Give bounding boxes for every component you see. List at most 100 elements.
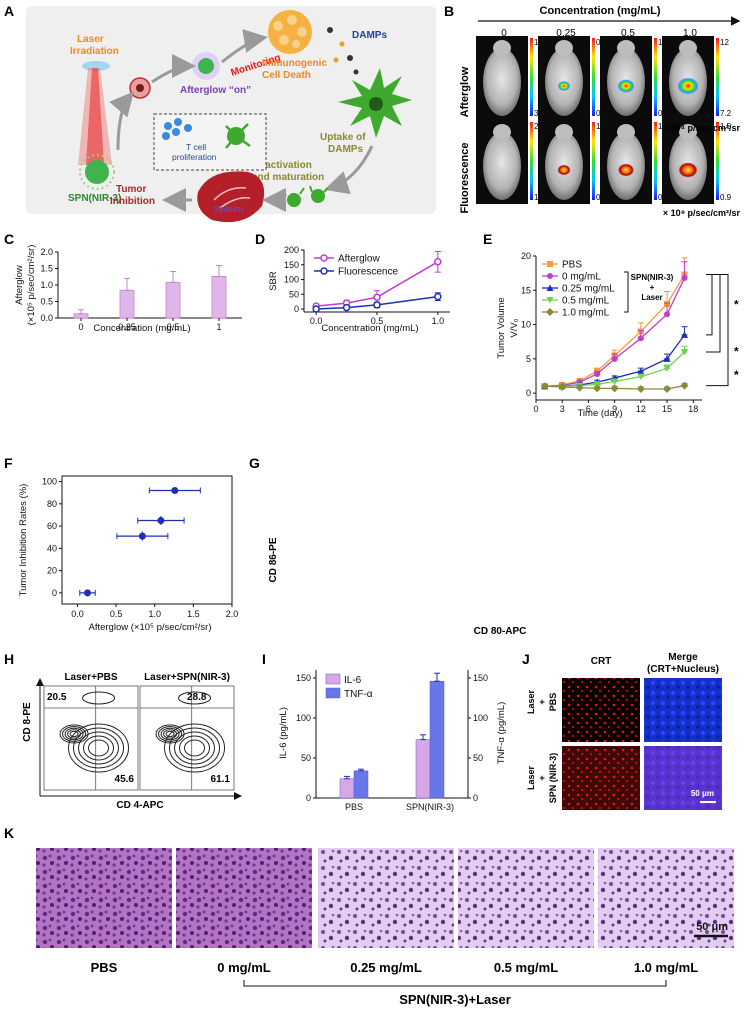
scale-top-value: 12 (720, 38, 729, 47)
k-label-pbs: PBS (91, 960, 118, 975)
panel-h: H Laser+PBS 20.5 45.6 Laser+SPN(NIR-3) 28.8 6… (4, 651, 242, 811)
flow-h-contour (88, 739, 110, 757)
chart-f-point (84, 589, 91, 597)
histology-025 (318, 848, 454, 948)
chart-e-ytick-label: 20 (521, 251, 531, 261)
chart-e-point (681, 274, 688, 281)
chart-d-legend-marker (320, 254, 328, 262)
chart-e-point (663, 365, 671, 372)
chart-i-legend-label: IL-6 (344, 675, 362, 686)
chart-f-xtick-label: 0.0 (71, 609, 84, 619)
chart-i-ylabel-right: TNF-α (pg/mL) (496, 702, 507, 765)
chart-i-ytick-label: 150 (296, 673, 311, 683)
dc-label-1: DC activation (248, 160, 312, 171)
tcell-label-1: T cell (186, 142, 206, 152)
chart-e-legend-marker (546, 297, 554, 304)
chart-e-sig-bracket (706, 274, 713, 336)
icd-label-1: Immunogenic (262, 58, 327, 69)
chart-i-bar (353, 770, 369, 799)
chart-f: 0 20 40 60 80 100 0.0 0.5 1.0 1.5 2.0 (42, 475, 238, 619)
chart-c-xtick-label: 1 (216, 322, 221, 332)
chart-e-point (681, 331, 689, 338)
chart-d-point (373, 293, 381, 301)
chart-i-ytick-label: 50 (301, 753, 311, 763)
chart-e-ytick-label: 0 (526, 388, 531, 398)
chart-d-ytick-label: 50 (289, 289, 299, 299)
chart-e-point (637, 373, 645, 381)
k-label-0: 0 mg/mL (217, 960, 271, 975)
chart-e-sig-bracket (706, 274, 721, 353)
chart-e-point (610, 384, 619, 393)
merge-spn-overlay (644, 746, 722, 810)
chart-e-point (540, 382, 549, 391)
flow-cytometry-h: Laser+PBS 20.5 45.6 Laser+SPN(NIR-3) 28.8 61.… (36, 672, 242, 800)
signal-spot (557, 164, 571, 176)
chart-d-ytick-label: 100 (284, 275, 299, 285)
afterglow-row-label: Afterglow (459, 66, 471, 117)
scale-bottom-value: 7.2 (720, 109, 732, 118)
mouse-head (493, 124, 511, 140)
chart-e-legend-label: 1.0 mg/mL (562, 308, 610, 319)
chart-f-point (171, 486, 179, 494)
tumor-label-1: Tumor (116, 184, 146, 195)
chart-d-point (434, 258, 442, 266)
chart-e-point (594, 370, 601, 377)
chart-d-series-line (316, 295, 438, 310)
chart-d-point (434, 292, 442, 301)
chart-e-point (663, 355, 671, 362)
color-scale-bar (530, 122, 533, 200)
cd86-ylabel: CD 86-PE (268, 537, 279, 582)
flow-h-contour (83, 735, 115, 761)
chart-i-bar (429, 680, 445, 799)
mouse-body (483, 48, 521, 116)
signal-spot (557, 81, 571, 91)
uptake-label-2: DAMPs (328, 144, 363, 155)
k-scale-label: 50 μm (696, 921, 728, 933)
chart-e-legend-marker (547, 273, 553, 279)
chart-f-ytick-label: 0 (52, 588, 57, 598)
chart-e-legend-marker (547, 261, 553, 267)
chart-f-xtick-label: 0.5 (110, 609, 123, 619)
k-group-bracket (243, 980, 667, 987)
panel-j: J CRT Merge (CRT+Nucleus) Laser + PBS La… (522, 651, 722, 810)
histology-0 (176, 848, 312, 948)
flow-h-group-title: Laser+PBS (64, 672, 117, 683)
merge-pbs-image (644, 678, 722, 742)
flow-h-contour (82, 691, 116, 705)
flow-h-contour (178, 691, 212, 705)
chart-f-xlabel: Afterglow (×10⁵ p/sec/cm²/sr) (89, 622, 212, 633)
panel-d: D 0 50 100 150 200 0.0 0.5 1.0 Afterglow Fluoresc… (255, 231, 450, 334)
chart-f-ytick-label: 100 (42, 477, 57, 487)
spn-label: SPN(NIR-3) (68, 193, 121, 204)
chart-e-xtick-label: 12 (636, 404, 646, 414)
chart-d-point (342, 303, 351, 312)
chart-e-xtick-label: 0 (533, 404, 538, 414)
chart-i-bar (339, 778, 355, 799)
damps-icon (327, 27, 359, 75)
panel-b: B Concentration (mg/mL) 0 0.25 0.5 1.0 A… (444, 3, 740, 218)
mouse-head (679, 40, 697, 56)
flow-h-upper-value: 28.8 (187, 692, 207, 703)
mouse-head (493, 40, 511, 56)
panel-i: I 0 0 50 50 100 100 150 150 PBS SPN(NIR-3) IL-6 TNF… (262, 651, 507, 812)
panel-i-letter: I (262, 651, 266, 667)
panel-g-letter: G (249, 455, 260, 471)
spn-nanoparticle-icon (79, 154, 115, 190)
j-row2-label-1: Laser (526, 766, 536, 791)
chart-c-bar (119, 289, 135, 319)
chart-e-bracket-label: Laser (641, 293, 662, 302)
flow-h-contour (174, 731, 216, 765)
j-row1-label-1: Laser (526, 690, 536, 715)
chart-e-point (611, 355, 618, 362)
histology-pbs (36, 848, 172, 948)
scale-bottom-value: 0.9 (720, 193, 732, 202)
chart-e-point (664, 311, 671, 318)
conc-10: 1.0 (683, 28, 697, 39)
cd4-xlabel: CD 4-APC (116, 800, 163, 811)
chart-c-xtick-label: 0 (78, 322, 83, 332)
j-row1-label-2: + (537, 699, 547, 704)
chart-c-bar (211, 276, 227, 319)
chart-e-point (593, 384, 602, 393)
flow-h-contour (164, 723, 226, 773)
